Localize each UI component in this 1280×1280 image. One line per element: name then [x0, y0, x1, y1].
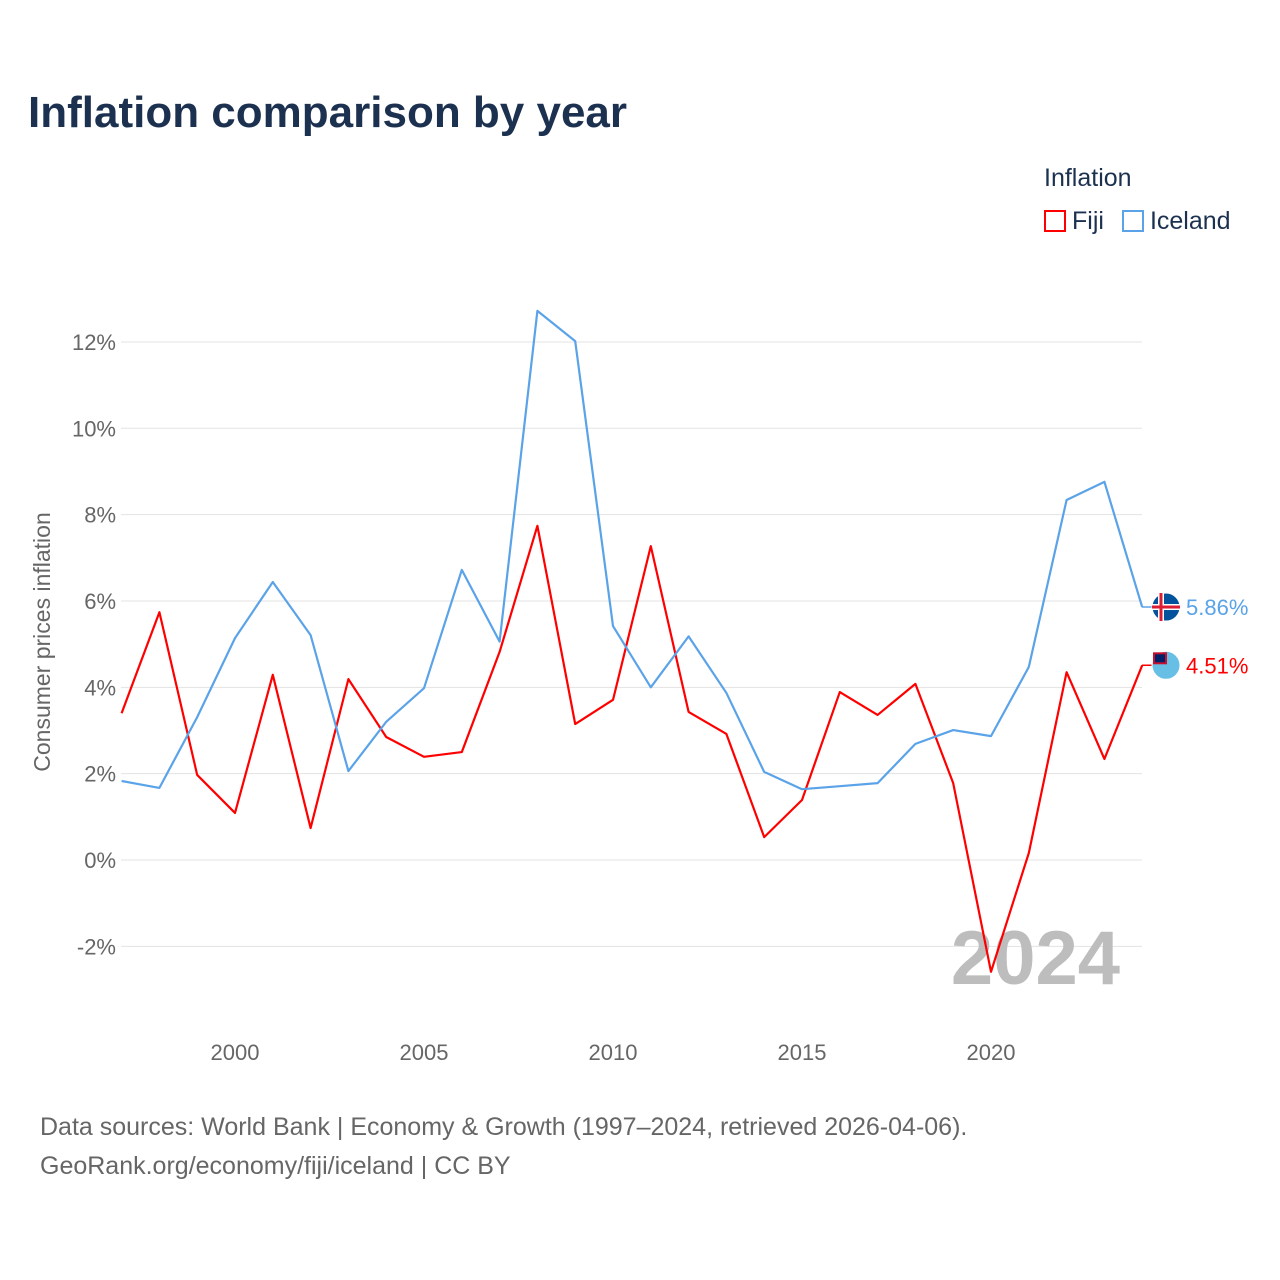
flag-cross — [1159, 593, 1163, 622]
legend-swatch-fiji — [1044, 210, 1066, 232]
legend-swatch-iceland — [1121, 210, 1144, 232]
x-tick-label: 2000 — [211, 1040, 260, 1065]
source-note: Data sources: World Bank | Economy & Gro… — [40, 1108, 967, 1186]
source-line-2[interactable]: GeoRank.org/economy/fiji/iceland | CC BY — [40, 1152, 511, 1180]
y-tick-label: 0% — [84, 848, 116, 873]
year-watermark: 2024 — [951, 916, 1120, 1001]
x-tick-label: 2015 — [778, 1040, 827, 1065]
y-tick-label: 12% — [72, 330, 116, 355]
y-tick-label: 8% — [84, 503, 116, 528]
end-label-fiji: 4.51% — [1186, 653, 1248, 678]
legend-item-fiji[interactable]: Fiji — [1044, 207, 1104, 236]
flag-cross — [1152, 605, 1180, 609]
legend-label-iceland: Iceland — [1149, 207, 1231, 235]
y-tick-label: 10% — [72, 416, 116, 441]
y-tick-label: 6% — [84, 589, 116, 614]
chart-title: Inflation comparison by year — [28, 88, 628, 137]
flag-union — [1153, 652, 1167, 665]
legend-item-iceland[interactable]: Iceland — [1121, 207, 1231, 236]
legend-label-fiji: Fiji — [1072, 207, 1104, 235]
y-axis-label: Consumer prices inflation — [29, 512, 55, 772]
end-label-iceland: 5.86% — [1186, 595, 1248, 620]
series-line-iceland — [121, 309, 1144, 791]
x-tick-label: 2020 — [967, 1040, 1016, 1065]
x-tick-label: 2005 — [400, 1040, 449, 1065]
y-tick-label: -2% — [77, 934, 116, 959]
y-tick-label: 2% — [84, 762, 116, 787]
legend-title: Inflation — [1044, 164, 1132, 192]
source-line-1: Data sources: World Bank | Economy & Gro… — [40, 1113, 968, 1141]
y-tick-label: 4% — [84, 675, 116, 700]
legend: Inflation Fiji Iceland — [1044, 164, 1231, 236]
x-tick-label: 2010 — [589, 1040, 638, 1065]
series-line-fiji — [120, 524, 1144, 973]
